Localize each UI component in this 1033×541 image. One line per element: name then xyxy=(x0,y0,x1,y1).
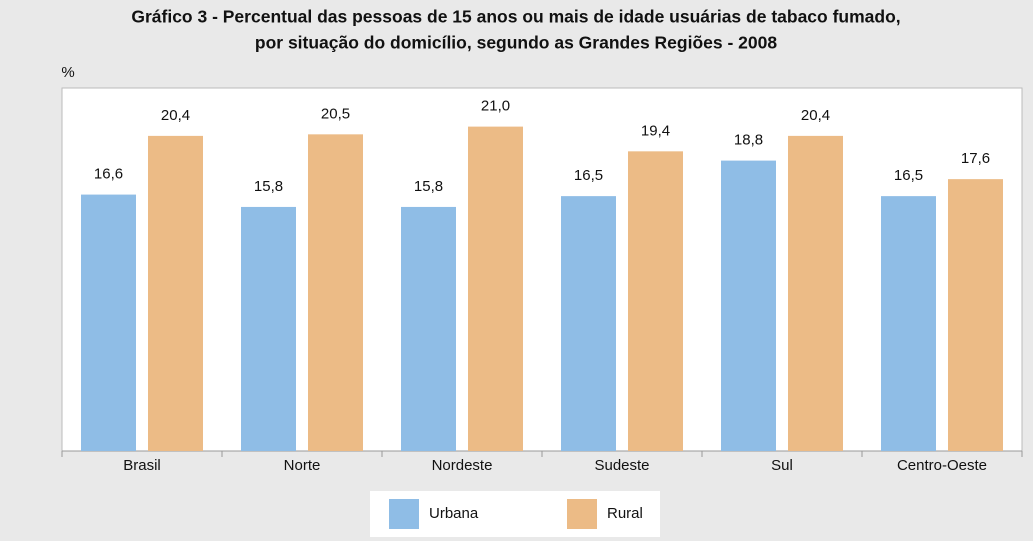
data-label: 20,4 xyxy=(161,107,190,124)
data-label: 16,5 xyxy=(574,167,603,184)
chart-title: por situação do domicílio, segundo as Gr… xyxy=(255,33,777,53)
legend-swatch xyxy=(567,499,597,529)
data-label: 15,8 xyxy=(414,178,443,195)
legend-label: Rural xyxy=(607,505,643,522)
bar xyxy=(561,196,616,451)
legend-swatch xyxy=(389,499,419,529)
x-tick-label: Brasil xyxy=(123,457,161,474)
bar xyxy=(468,126,523,452)
legend-label: Urbana xyxy=(429,505,479,522)
bar xyxy=(308,134,363,451)
data-label: 21,0 xyxy=(481,98,510,115)
x-tick-label: Sul xyxy=(771,457,793,474)
bar xyxy=(81,194,136,451)
data-label: 19,4 xyxy=(641,122,670,139)
x-tick-label: Nordeste xyxy=(432,457,493,474)
data-label: 16,6 xyxy=(94,166,123,183)
data-label: 20,5 xyxy=(321,105,350,122)
bar xyxy=(881,196,936,451)
chart-title: Gráfico 3 - Percentual das pessoas de 15… xyxy=(131,7,900,27)
data-label: 20,4 xyxy=(801,107,830,124)
x-tick-label: Norte xyxy=(284,457,321,474)
bar xyxy=(148,135,203,451)
data-label: 18,8 xyxy=(734,132,763,149)
data-label: 17,6 xyxy=(961,150,990,167)
bar xyxy=(788,135,843,451)
x-tick-label: Centro-Oeste xyxy=(897,457,987,474)
bar xyxy=(948,179,1003,451)
plot-area xyxy=(61,87,1023,452)
x-tick-label: Sudeste xyxy=(594,457,649,474)
data-label: 16,5 xyxy=(894,167,923,184)
data-label: 15,8 xyxy=(254,178,283,195)
y-axis-label: % xyxy=(61,64,74,81)
bar xyxy=(241,206,296,451)
bar xyxy=(401,206,456,451)
bar xyxy=(721,160,776,451)
bar xyxy=(628,151,683,451)
